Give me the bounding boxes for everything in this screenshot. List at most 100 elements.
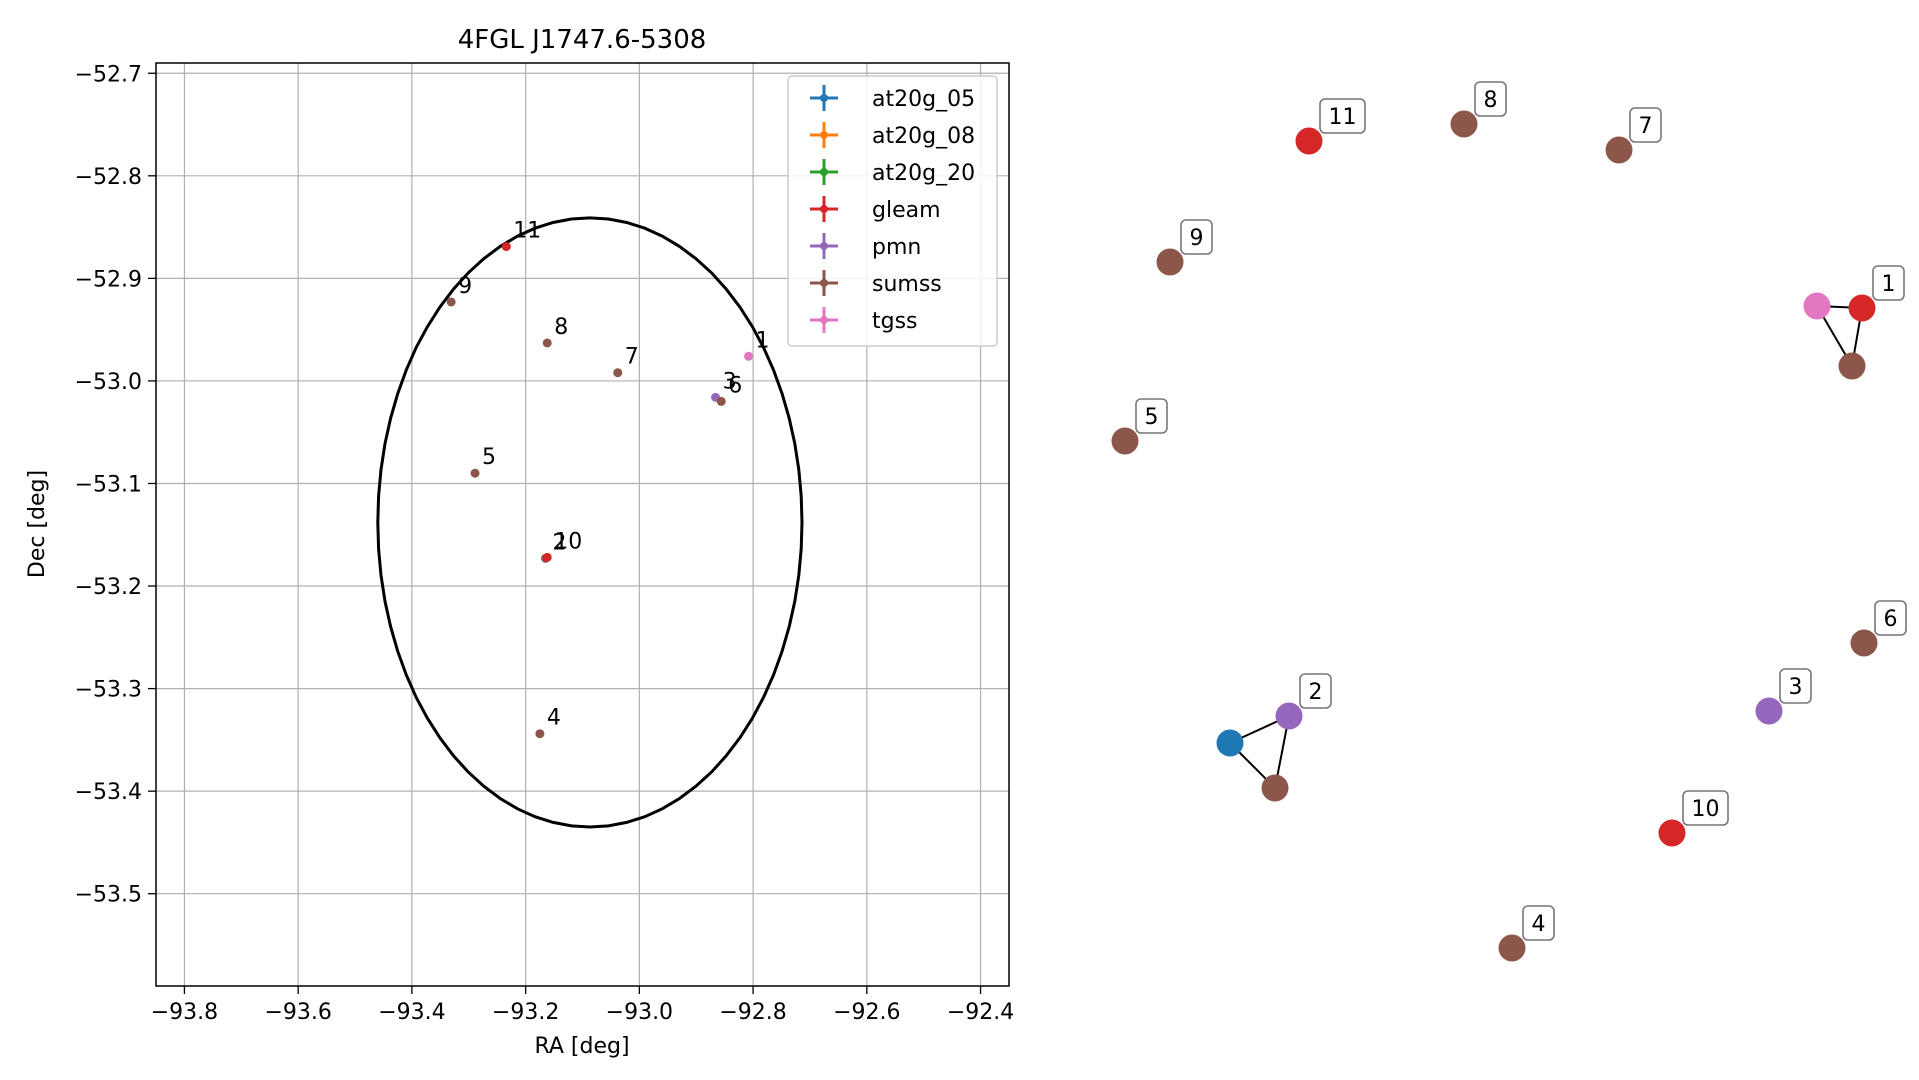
legend-entry-gleam: gleam: [872, 198, 941, 223]
source-labels: 1 2 3 4 5 6 7 8 9 10 11: [458, 219, 769, 731]
legend-marker-dot: [820, 131, 828, 139]
network-node: [1275, 702, 1303, 730]
y-tick-label: −53.0: [75, 370, 142, 395]
network-label-box: [1682, 790, 1729, 826]
source-label-9: 9: [458, 274, 472, 299]
x-tick-label: −93.8: [151, 1000, 218, 1025]
plot-frame: [155, 62, 1010, 987]
scatter-plot: −93.8 −93.6 −93.4 −93.2 −93.0 −92.8 −92.6 −92.4…: [25, 25, 1014, 1059]
network-label-text: 11: [1329, 105, 1357, 130]
network-label-2: 2: [1299, 673, 1332, 709]
network-label-text: 6: [1884, 607, 1898, 632]
network-label-text: 5: [1145, 405, 1159, 430]
legend-marker-dot: [820, 316, 828, 324]
y-axis-ticks: −52.7 −52.8 −52.9 −53.0 −53.1 −53.2 −53.3 −53.4…: [75, 62, 156, 908]
x-axis-ticks: −93.8 −93.6 −93.4 −93.2 −93.0 −92.8 −92.6 −92.4: [151, 986, 1014, 1025]
network-node: [1261, 774, 1289, 802]
x-tick-label: −93.4: [378, 1000, 445, 1025]
legend-box: [787, 75, 998, 347]
network-nodes: [1111, 110, 1878, 962]
legend-entry-at20g_20: at20g_20: [872, 161, 975, 186]
source-point-11: [501, 242, 511, 252]
chart-title: 4FGL J1747.6-5308: [458, 25, 707, 55]
source-point-7: [613, 368, 623, 378]
y-tick-label: −52.8: [75, 165, 142, 190]
network-label-box: [1474, 81, 1507, 117]
network-node: [1156, 248, 1184, 276]
network-label-3: 3: [1779, 668, 1812, 704]
network-label-box: [1135, 398, 1168, 434]
source-label-7: 7: [625, 345, 639, 370]
legend-entry-tgss: tgss: [872, 309, 918, 334]
network-label-box: [1779, 668, 1812, 704]
x-tick-label: −92.6: [833, 1000, 900, 1025]
network-node: [1850, 629, 1878, 657]
legend-marker-dot: [820, 94, 828, 102]
y-tick-label: −53.4: [75, 780, 142, 805]
network-label-10: 10: [1682, 790, 1729, 826]
x-tick-label: −93.0: [606, 1000, 673, 1025]
x-tick-label: −92.8: [719, 1000, 786, 1025]
source-point-5: [470, 468, 480, 478]
network-label-text: 1: [1882, 272, 1896, 297]
network-label-11: 11: [1319, 98, 1366, 134]
legend-entry-sumss: sumss: [872, 272, 942, 297]
source-point-9: [446, 297, 456, 307]
x-axis-label: RA [deg]: [534, 1034, 629, 1059]
legend-entry-at20g_08: at20g_08: [872, 124, 975, 149]
legend-entry-at20g_05: at20g_05: [872, 87, 975, 112]
network-label-box: [1872, 265, 1905, 301]
network-label-6: 6: [1874, 600, 1907, 636]
network-label-text: 4: [1532, 912, 1546, 937]
grid: [156, 63, 1009, 986]
x-tick-label: −92.4: [947, 1000, 1014, 1025]
x-tick-label: −93.6: [264, 1000, 331, 1025]
source-label-2: 2: [553, 530, 567, 555]
network-node: [1295, 127, 1323, 155]
network-label-box: [1319, 98, 1366, 134]
legend-marker-dot: [820, 279, 828, 287]
source-label-5: 5: [482, 445, 496, 470]
source-label-4: 4: [547, 706, 561, 731]
network-node: [1450, 110, 1478, 138]
network-label-text: 10: [1692, 797, 1720, 822]
x-tick-label: −93.2: [492, 1000, 559, 1025]
network-label-9: 9: [1180, 219, 1213, 255]
source-label-11: 11: [513, 219, 541, 244]
y-tick-label: −53.5: [75, 883, 142, 908]
network-label-box: [1180, 219, 1213, 255]
network-node: [1755, 697, 1783, 725]
network-label-4: 4: [1522, 905, 1555, 941]
association-network: 1 2 3 4 5 6 7 8 9 10 11: [1111, 81, 1907, 962]
network-node: [1803, 292, 1831, 320]
y-tick-label: −53.1: [75, 472, 142, 497]
source-label-6: 6: [728, 373, 742, 398]
y-axis-label: Dec [deg]: [25, 470, 50, 578]
legend-marker-dot: [820, 168, 828, 176]
network-label-box: [1629, 107, 1662, 143]
network-label-box: [1299, 673, 1332, 709]
y-tick-label: −53.2: [75, 575, 142, 600]
legend-marker-dot: [820, 242, 828, 250]
source-label-8: 8: [554, 315, 568, 340]
source-point-6: [716, 396, 726, 406]
network-label-text: 7: [1639, 114, 1653, 139]
y-tick-label: −52.7: [75, 62, 142, 87]
error-ellipse: [376, 216, 804, 829]
network-node: [1658, 819, 1686, 847]
source-label-10: 10: [554, 529, 582, 554]
source-label-1: 1: [756, 328, 770, 353]
legend-entry-pmn: pmn: [872, 235, 921, 260]
network-node: [1498, 934, 1526, 962]
network-node: [1111, 427, 1139, 455]
network-labels: 1 2 3 4 5 6 7 8 9 10 11: [1135, 81, 1907, 941]
source-point-4: [535, 729, 545, 739]
network-node: [1838, 352, 1866, 380]
source-point-8: [542, 338, 552, 348]
network-node: [1848, 294, 1876, 322]
network-label-text: 3: [1789, 675, 1803, 700]
network-label-1: 1: [1872, 265, 1905, 301]
source-point-1: [744, 351, 754, 361]
